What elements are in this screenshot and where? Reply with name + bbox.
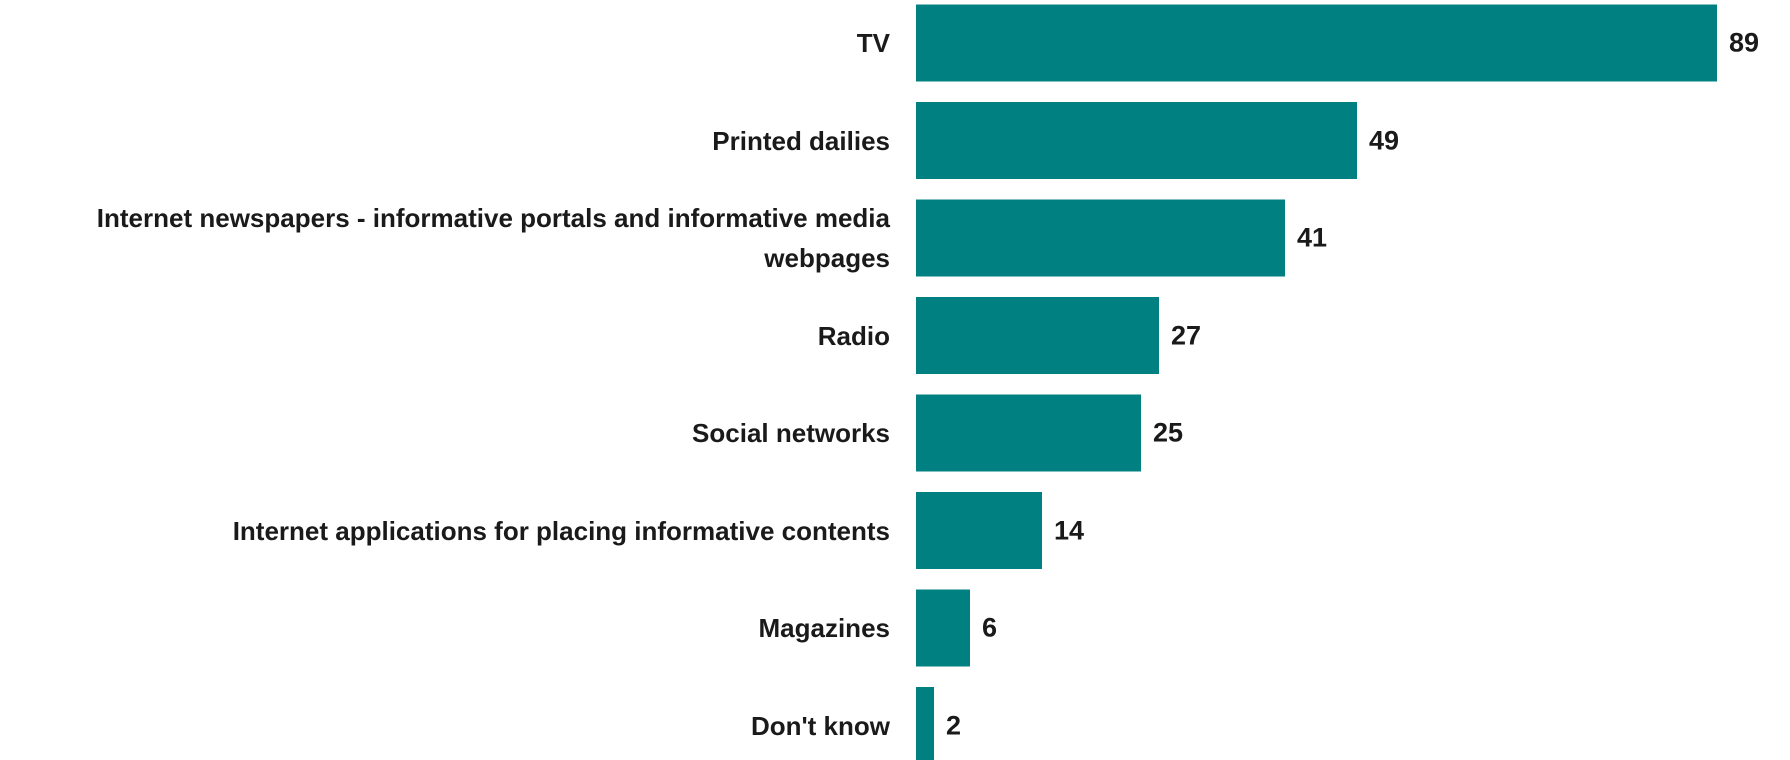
- bar-7: [916, 687, 934, 760]
- value-label-0: 89: [1729, 27, 1760, 58]
- category-label-2: Internet newspapers - informative portal…: [96, 203, 890, 273]
- category-label-5: Internet applications for placing inform…: [232, 515, 890, 546]
- value-label-4: 25: [1153, 417, 1184, 448]
- category-label-3: Radio: [817, 320, 890, 351]
- bar-3: [916, 297, 1159, 374]
- category-label-6: Magazines: [758, 613, 891, 643]
- value-label-7: 2: [946, 710, 962, 740]
- bar-1: [916, 102, 1357, 179]
- category-label-0: TV: [856, 28, 890, 58]
- value-label-6: 6: [982, 612, 998, 643]
- bar-5: [916, 492, 1042, 569]
- value-label-1: 49: [1369, 125, 1400, 155]
- value-label-2: 41: [1297, 222, 1328, 253]
- category-label-1: Printed dailies: [712, 125, 890, 156]
- category-label-4: Social networks: [692, 418, 890, 448]
- bar-4: [916, 394, 1141, 472]
- value-label-5: 14: [1054, 515, 1085, 545]
- category-label-7: Don't know: [750, 710, 890, 741]
- value-label-3: 27: [1171, 320, 1202, 350]
- bar-2: [916, 199, 1285, 277]
- bar-0: [916, 4, 1717, 82]
- bar-6: [916, 589, 970, 667]
